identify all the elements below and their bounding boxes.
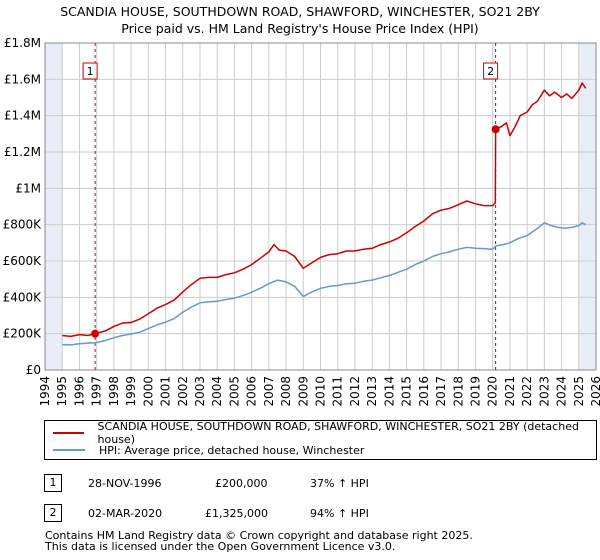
x-tick-label: 1994 [38, 376, 52, 407]
x-tick-label: 2017 [434, 376, 448, 407]
x-tick-label: 2005 [227, 376, 241, 407]
price-series-line [62, 82, 587, 338]
x-tick-label: 2007 [262, 376, 276, 407]
x-tick-label: 1996 [72, 376, 86, 407]
x-tick-label: 2013 [365, 376, 379, 407]
legend-price-label: SCANDIA HOUSE, SOUTHDOWN ROAD, SHAWFORD,… [97, 420, 579, 446]
y-tick-label: £0 [26, 363, 41, 377]
y-tick-label: £800K [3, 218, 43, 232]
sale-point [91, 329, 100, 338]
x-tick-label: 2021 [503, 376, 517, 407]
x-tick-label: 2015 [400, 376, 414, 407]
x-tick-label: 2008 [279, 376, 293, 407]
y-tick-label: £1.2M [4, 145, 41, 159]
legend-item-price: SCANDIA HOUSE, SOUTHDOWN ROAD, SHAWFORD,… [53, 420, 596, 446]
x-tick-label: 2010 [314, 376, 328, 407]
transaction-hpi-delta: 94% ↑ HPI [310, 507, 369, 520]
x-tick-label: 1995 [55, 376, 69, 407]
sale-point [491, 125, 500, 134]
chart-title: SCANDIA HOUSE, SOUTHDOWN ROAD, SHAWFORD,… [60, 4, 540, 19]
y-tick-label: £200K [3, 327, 43, 341]
x-tick-label: 2025 [572, 376, 586, 407]
footer-copyright: Contains HM Land Registry data © Crown c… [45, 529, 473, 542]
x-tick-label: 1999 [124, 376, 138, 407]
y-tick-label: £400K [3, 290, 43, 304]
plot-border [44, 42, 597, 371]
x-tick-label: 2026 [589, 376, 600, 407]
transaction-date: 02-MAR-2020 [88, 507, 163, 520]
x-tick-label: 2012 [348, 376, 362, 407]
x-tick-label: 2019 [468, 376, 482, 407]
x-tick-label: 2001 [159, 376, 173, 407]
legend: SCANDIA HOUSE, SOUTHDOWN ROAD, SHAWFORD,… [44, 420, 597, 460]
x-tick-label: 2009 [296, 376, 310, 407]
hpi-series-line [62, 222, 587, 346]
x-tick-label: 2004 [210, 376, 224, 407]
y-tick-label: £1M [15, 181, 41, 195]
sale-label-box [82, 62, 98, 80]
footer-licence: This data is licensed under the Open Gov… [45, 540, 396, 553]
sale-label-box [483, 62, 499, 80]
shaded-region [578, 43, 596, 370]
x-tick-label: 2002 [176, 376, 190, 407]
x-tick-label: 1998 [107, 376, 121, 407]
x-tick-label: 2014 [382, 376, 396, 407]
x-tick-label: 1997 [90, 376, 104, 407]
legend-hpi-swatch [53, 449, 85, 451]
x-tick-label: 2006 [245, 376, 259, 407]
shaded-region [45, 43, 63, 370]
legend-price-swatch [53, 432, 84, 434]
transaction-price: £1,325,000 [205, 507, 268, 520]
x-tick-label: 2016 [417, 376, 431, 407]
x-tick-label: 2018 [451, 376, 465, 407]
transaction-price: £200,000 [215, 477, 268, 490]
legend-item-hpi: HPI: Average price, detached house, Winc… [53, 442, 364, 458]
x-tick-label: 2023 [537, 376, 551, 407]
footer: Contains HM Land Registry data © Crown c… [45, 530, 473, 552]
transaction-hpi-delta: 37% ↑ HPI [310, 477, 369, 490]
sale-label: 2 [487, 65, 494, 78]
x-tick-label: 2024 [555, 376, 569, 407]
chart-subtitle: Price paid vs. HM Land Registry's House … [121, 21, 479, 36]
y-tick-label: £1.4M [4, 109, 41, 123]
y-tick-label: £1.6M [4, 72, 41, 86]
sale-label: 1 [87, 65, 94, 78]
x-tick-label: 2011 [331, 376, 345, 407]
x-tick-label: 2000 [141, 376, 155, 407]
y-tick-label: £600K [3, 254, 43, 268]
y-tick-label: £1.8M [4, 36, 41, 50]
transaction-badge: 2 [44, 504, 62, 522]
price-chart: £0 £200K £400K £600K £800K £1M £1.2M £1.4M £1.6M… [3, 36, 600, 407]
x-tick-label: 2022 [520, 376, 534, 407]
transaction-date: 28-NOV-1996 [88, 477, 162, 490]
legend-hpi-label: HPI: Average price, detached house, Winc… [99, 443, 365, 457]
x-tick-label: 2020 [486, 376, 500, 407]
transaction-badge: 1 [44, 474, 62, 492]
x-tick-label: 2003 [193, 376, 207, 407]
